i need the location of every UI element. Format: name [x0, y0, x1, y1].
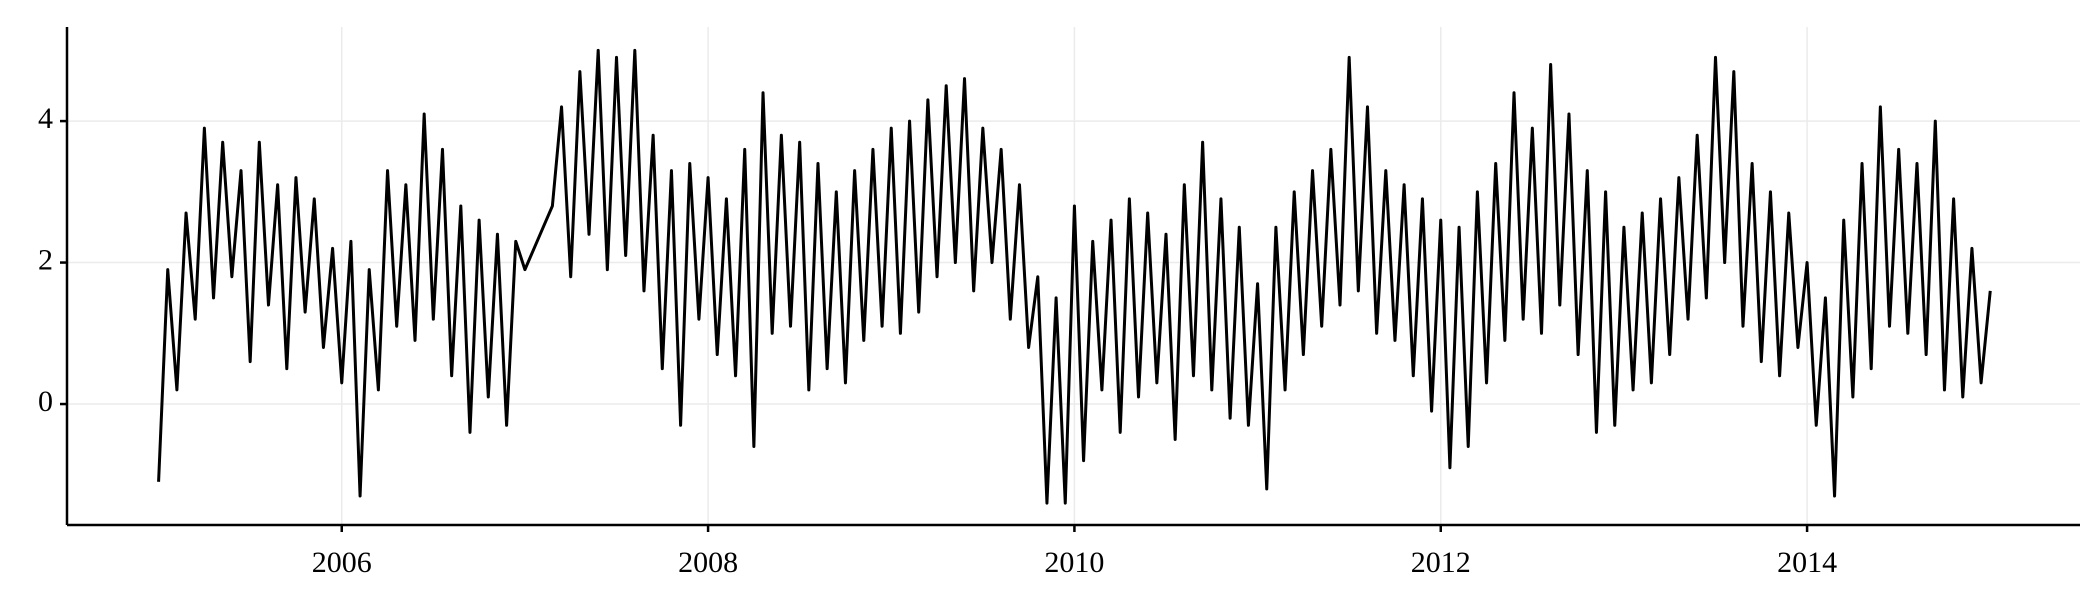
- x-tick-label: 2014: [1777, 546, 1837, 579]
- x-tick-label: 2010: [1044, 546, 1104, 579]
- data-line: [157, 48, 1992, 505]
- y-tick-label: 2: [38, 243, 53, 276]
- x-tick-label: 2008: [678, 546, 738, 579]
- x-tick-label: 2012: [1411, 546, 1471, 579]
- x-tick-label: 2006: [312, 546, 372, 579]
- y-tick-label: 0: [38, 385, 53, 418]
- y-tick-label: 4: [38, 102, 53, 135]
